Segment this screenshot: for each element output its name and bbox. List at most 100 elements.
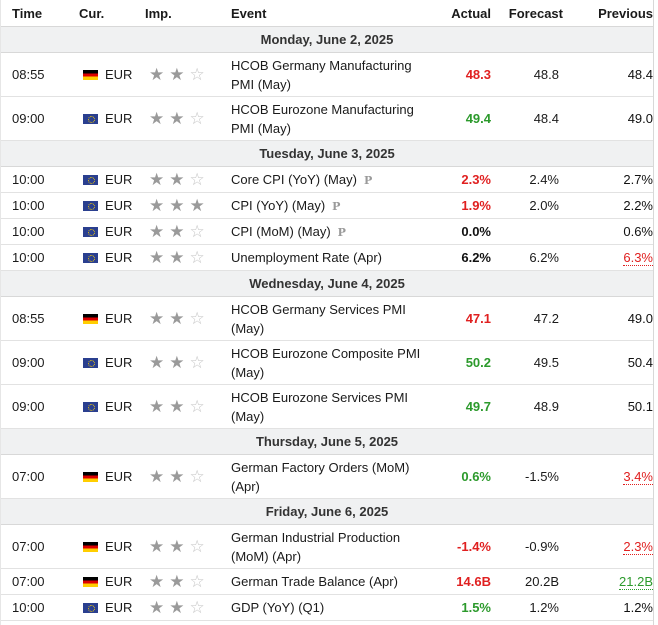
star-filled-icon: ★	[169, 309, 185, 328]
table-row[interactable]: 07:00 EUR ★ ★ ☆ German Factory Orders (MoM) (…	[1, 455, 653, 499]
table-row[interactable]: 07:00 EUR ★ ★ ☆ German Industrial Production …	[1, 525, 653, 569]
event-name[interactable]: CPI (MoM) (May) P	[231, 222, 423, 242]
header-currency[interactable]: Cur.	[79, 5, 105, 21]
currency-cell: EUR	[75, 355, 141, 370]
table-row[interactable]: 09:00 EUR ★ ★ ☆ HCOB Eurozone Manufacturing P…	[1, 97, 653, 141]
header-previous[interactable]: Previous	[598, 5, 653, 21]
star-filled-icon: ★	[149, 196, 165, 215]
star-filled-icon: ★	[169, 170, 185, 189]
importance-stars: ★ ★ ☆	[141, 573, 231, 590]
importance-stars: ★ ★ ☆	[141, 468, 231, 485]
event-title[interactable]: CPI (YoY) (May)	[231, 197, 326, 213]
actual-value: 1.5%	[461, 600, 491, 615]
star-filled-icon: ★	[149, 598, 165, 617]
event-title[interactable]: HCOB Eurozone Services PMI (May)	[231, 389, 409, 424]
actual-value: 49.4	[465, 111, 491, 126]
day-header: Monday, June 2, 2025	[1, 27, 653, 53]
forecast-value: 47.2	[533, 311, 559, 326]
header-actual[interactable]: Actual	[451, 5, 491, 21]
table-row[interactable]: 10:00 EUR ★ ★ ☆ Core CPI (YoY) (May) P 2.3% 2.4%…	[1, 167, 653, 193]
table-row[interactable]: 09:00 EUR ★ ★ ☆ HCOB Eurozone Services PMI (M…	[1, 385, 653, 429]
event-title[interactable]: HCOB Germany Services PMI (May)	[231, 301, 406, 336]
previous-text[interactable]: 2.3%	[623, 539, 653, 555]
actual-value: 6.2%	[461, 250, 491, 265]
preliminary-icon[interactable]: P	[332, 199, 341, 213]
table-row[interactable]: 10:00 EUR ★ ★ ☆ CPI (MoM) (May) P 0.0% 0.6%	[1, 219, 653, 245]
eu-flag-icon	[83, 357, 98, 368]
event-name[interactable]: German Factory Orders (MoM) (Apr)	[231, 458, 423, 496]
actual-value: 0.6%	[461, 469, 491, 484]
table-row[interactable]: 10:00 EUR ★ ★ ☆ Unemployment Rate (Apr) 6.2% 6.…	[1, 245, 653, 271]
star-filled-icon: ★	[169, 65, 185, 84]
previous-text[interactable]: 6.3%	[623, 250, 653, 266]
event-title[interactable]: German Industrial Production (MoM) (Apr)	[231, 529, 401, 564]
table-row[interactable]: 09:00 EUR ★ ★ ☆ HCOB Eurozone Composite PMI (…	[1, 341, 653, 385]
table-row[interactable]: 08:55 EUR ★ ★ ☆ HCOB Germany Manufacturing PM…	[1, 53, 653, 97]
event-title[interactable]: German Factory Orders (MoM) (Apr)	[231, 459, 410, 494]
importance-stars: ★ ★ ☆	[141, 354, 231, 371]
star-empty-icon: ☆	[189, 397, 205, 416]
previous-value: 49.0	[569, 311, 653, 326]
table-row[interactable]: 08:55 EUR ★ ★ ☆ HCOB Germany Services PMI (Ma…	[1, 297, 653, 341]
previous-text[interactable]: 21.2B	[619, 574, 653, 590]
event-title[interactable]: GDP (YoY) (Q1)	[231, 600, 325, 615]
event-name[interactable]: HCOB Eurozone Services PMI (May)	[231, 388, 423, 426]
currency-cell: EUR	[75, 539, 141, 554]
table-row[interactable]: 10:00 EUR ★ ★ ★ CPI (YoY) (May) P 1.9% 2.0% 2.2%	[1, 193, 653, 219]
germany-flag-icon	[83, 69, 98, 80]
forecast-value: 20.2B	[525, 574, 559, 589]
importance-stars: ★ ★ ☆	[141, 249, 231, 266]
star-filled-icon: ★	[149, 109, 165, 128]
preliminary-icon[interactable]: P	[363, 173, 373, 187]
event-title[interactable]: Unemployment Rate (Apr)	[231, 250, 382, 265]
event-name[interactable]: HCOB Germany Services PMI (May)	[231, 300, 423, 338]
previous-text[interactable]: 3.4%	[623, 469, 653, 485]
currency-cell: EUR	[75, 311, 141, 326]
header-time[interactable]: Time	[12, 5, 43, 21]
star-empty-icon: ☆	[189, 109, 205, 128]
currency-code: EUR	[105, 172, 133, 187]
previous-text: 49.0	[627, 311, 653, 326]
previous-value: 50.1	[569, 399, 653, 414]
header-event[interactable]: Event	[231, 5, 267, 21]
actual-value: 0.0%	[461, 224, 491, 239]
event-name[interactable]: HCOB Eurozone Composite PMI (May)	[231, 344, 423, 382]
event-name[interactable]: CPI (YoY) (May) P	[231, 196, 423, 216]
event-name[interactable]: HCOB Eurozone Manufacturing PMI (May)	[231, 100, 423, 138]
header-forecast[interactable]: Forecast	[508, 5, 563, 21]
star-filled-icon: ★	[149, 467, 165, 486]
star-filled-icon: ★	[149, 537, 165, 556]
forecast-value: 2.4%	[529, 172, 559, 187]
day-header: Tuesday, June 3, 2025	[1, 141, 653, 167]
event-name[interactable]: German Industrial Production (MoM) (Apr)	[231, 528, 423, 566]
event-title[interactable]: CPI (MoM) (May)	[231, 223, 331, 239]
event-name[interactable]: GDP (YoY) (Q1)	[231, 598, 423, 617]
event-name[interactable]: HCOB Germany Manufacturing PMI (May)	[231, 56, 423, 94]
table-header: Time Cur. Imp. Event Actual Forecast Pre…	[1, 0, 653, 27]
event-name[interactable]: Unemployment Rate (Apr)	[231, 248, 423, 267]
forecast-value: 2.0%	[529, 198, 559, 213]
currency-code: EUR	[105, 574, 133, 589]
currency-code: EUR	[105, 111, 133, 126]
currency-code: EUR	[105, 469, 133, 484]
header-importance[interactable]: Imp.	[145, 5, 172, 21]
event-title[interactable]: German Trade Balance (Apr)	[231, 574, 398, 589]
event-title[interactable]: HCOB Germany Manufacturing PMI (May)	[231, 57, 412, 92]
previous-value: 2.3%	[569, 539, 653, 555]
table-row[interactable]: 07:00 EUR ★ ★ ☆ German Trade Balance (Apr) 14.…	[1, 569, 653, 595]
previous-value: 1.2%	[569, 600, 653, 615]
event-title[interactable]: Core CPI (YoY) (May)	[231, 171, 357, 187]
preliminary-icon[interactable]: P	[337, 225, 346, 239]
germany-flag-icon	[83, 313, 98, 324]
star-filled-icon: ★	[169, 467, 185, 486]
event-title[interactable]: HCOB Eurozone Manufacturing PMI (May)	[231, 101, 414, 136]
table-row[interactable]: 10:00 EUR ★ ★ ☆ GDP (YoY) (Q1) 1.5% 1.2% 1.2%	[1, 595, 653, 621]
event-time: 09:00	[12, 111, 45, 126]
event-name[interactable]: Core CPI (YoY) (May) P	[231, 170, 423, 190]
event-title[interactable]: HCOB Eurozone Composite PMI (May)	[231, 345, 421, 380]
star-empty-icon: ☆	[189, 65, 205, 84]
event-time: 10:00	[12, 250, 45, 265]
event-name[interactable]: German Trade Balance (Apr)	[231, 572, 423, 591]
star-filled-icon: ★	[169, 598, 185, 617]
